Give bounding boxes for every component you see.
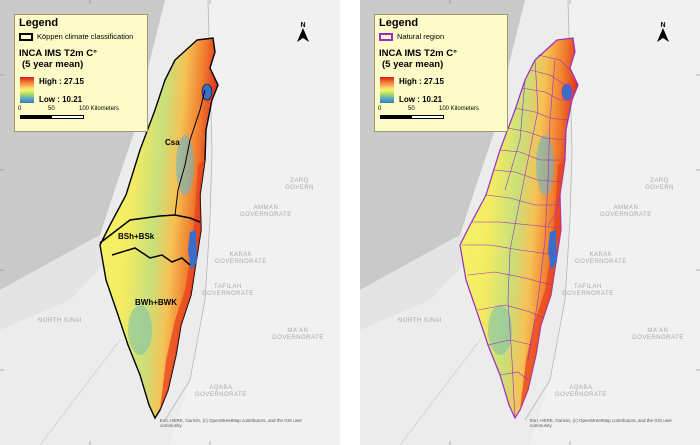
region-label-maan: MA'AN GOVERNORATE xyxy=(272,328,324,342)
zone-label-bsh-bsk: BSh+BSk xyxy=(118,232,154,241)
region-label-maan: MA'AN GOVERNORATE xyxy=(632,328,684,342)
scale-0: 0 xyxy=(378,106,381,112)
map-panel-koppen: ZARQ GOVERN AMMAN GOVERNORATE KARAK GOVERNO… xyxy=(0,0,340,445)
legend-low-label: Low : 10.21 xyxy=(399,95,442,104)
scale-bar xyxy=(20,115,84,119)
scale-50: 50 xyxy=(408,106,415,112)
region-label-amman: AMMAN GOVERNORATE xyxy=(600,205,652,219)
legend-title: Legend xyxy=(379,17,418,29)
north-arrow-icon: N xyxy=(656,20,670,44)
map-panel-natural-region: ZARQ GOVERN AMMAN GOVERNORATE KARAK GOVERNO… xyxy=(360,0,700,445)
zone-label-csa: Csa xyxy=(165,138,180,147)
legend-low-label: Low : 10.21 xyxy=(39,95,82,104)
cool-highlands xyxy=(536,135,554,195)
region-label-north-sinai: NORTH SINAI xyxy=(38,318,82,325)
map-credit: Esri, HERE, Garmin, (c) OpenStreetMap co… xyxy=(530,418,690,428)
scale-100: 100 Kilometers xyxy=(439,106,479,112)
scale-0: 0 xyxy=(18,106,21,112)
color-ramp xyxy=(20,77,34,103)
natural-region-swatch xyxy=(379,33,393,41)
legend-high-label: High : 27.15 xyxy=(399,77,444,86)
region-label-karak: KARAK GOVERNORATE xyxy=(575,252,627,266)
koppen-swatch xyxy=(19,33,33,41)
negev-highlands xyxy=(128,305,152,355)
raster-title: INCA IMS T2m C° (5 year mean) xyxy=(19,48,97,70)
negev-highlands xyxy=(488,305,512,355)
map-credit: Esri, HERE, Garmin, (c) OpenStreetMap co… xyxy=(160,418,320,428)
sea-of-galilee xyxy=(562,84,572,100)
raster-title: INCA IMS T2m C° (5 year mean) xyxy=(379,48,457,70)
legend-layer-name: Köppen climate classification xyxy=(37,32,133,41)
north-arrow-icon: N xyxy=(296,20,310,44)
zone-label-bwh-bwk: BWh+BWK xyxy=(135,298,177,307)
region-label-aqaba: AQABA GOVERNORATE xyxy=(555,385,607,399)
region-label-aqaba: AQABA GOVERNORATE xyxy=(195,385,247,399)
legend-box: Legend Natural region INCA IMS T2m C° (5… xyxy=(374,14,508,132)
region-label-zarqa: ZARQ GOVERN xyxy=(285,178,314,192)
region-label-tafilah: TAFILAH GOVERNORATE xyxy=(202,284,254,298)
scale-50: 50 xyxy=(48,106,55,112)
legend-title: Legend xyxy=(19,17,58,29)
legend-box: Legend Köppen climate classification INC… xyxy=(14,14,148,132)
region-label-amman: AMMAN GOVERNORATE xyxy=(240,205,292,219)
legend-layer-name: Natural region xyxy=(397,32,444,41)
scale-bar xyxy=(380,115,444,119)
svg-text:N: N xyxy=(660,22,665,29)
svg-text:N: N xyxy=(300,22,305,29)
region-label-tafilah: TAFILAH GOVERNORATE xyxy=(562,284,614,298)
region-label-north-sinai: NORTH SINAI xyxy=(398,318,442,325)
legend-high-label: High : 27.15 xyxy=(39,77,84,86)
color-ramp xyxy=(380,77,394,103)
region-label-zarqa: ZARQ GOVERN xyxy=(645,178,674,192)
scale-100: 100 Kilometers xyxy=(79,106,119,112)
region-label-karak: KARAK GOVERNORATE xyxy=(215,252,267,266)
